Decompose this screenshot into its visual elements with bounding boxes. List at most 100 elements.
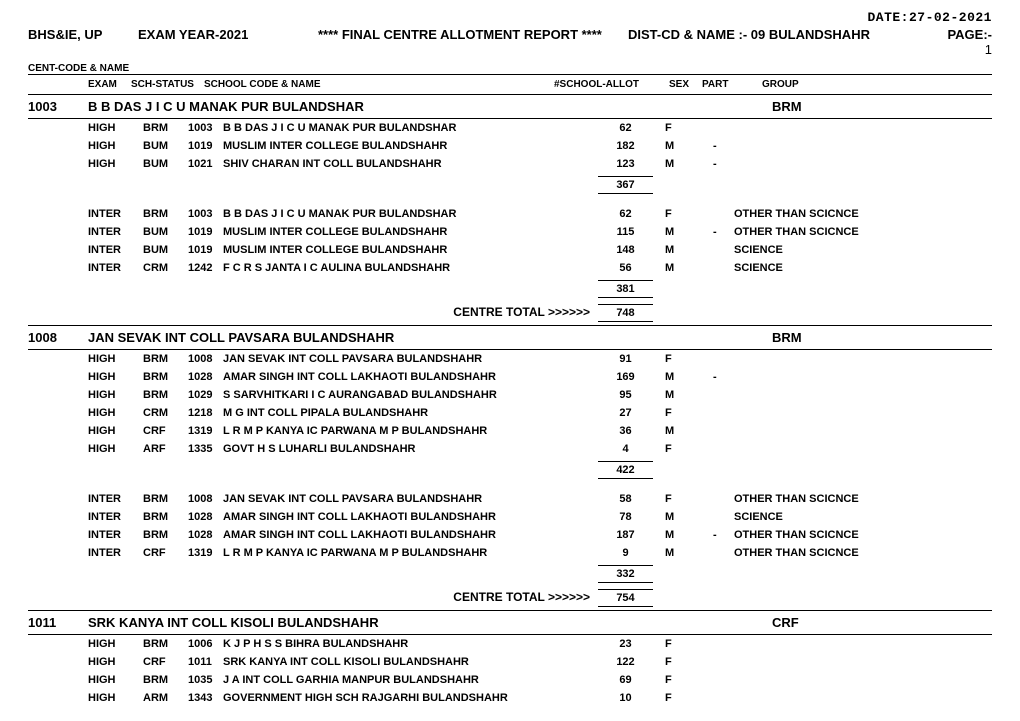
cell-allot: 115 — [598, 226, 653, 238]
centre-total: CENTRE TOTAL >>>>>>748 — [28, 301, 992, 325]
cell-status: CRF — [143, 547, 188, 559]
cell-allot: 9 — [598, 547, 653, 559]
cell-allot: 69 — [598, 674, 653, 686]
cell-exam: INTER — [88, 208, 143, 220]
cell-exam: HIGH — [88, 353, 143, 365]
cell-exam: HIGH — [88, 425, 143, 437]
section-subtotal: 332 — [28, 562, 992, 586]
allotment-row: INTERCRF1319L R M P KANYA IC PARWANA M P… — [28, 544, 992, 562]
cell-status: BUM — [143, 158, 188, 170]
cell-part: - — [713, 140, 728, 152]
allotment-row: HIGHBRM1003B B DAS J I C U MANAK PUR BUL… — [28, 119, 992, 137]
cell-group: OTHER THAN SCICNCE — [728, 226, 859, 238]
col-status: SCH-STATUS — [131, 79, 204, 90]
cell-exam: INTER — [88, 244, 143, 256]
col-allot: #SCHOOL-ALLOT — [554, 79, 669, 90]
cell-sex: F — [653, 638, 713, 650]
cell-school-code: 1028 — [188, 511, 223, 523]
cell-school-name: SRK KANYA INT COLL KISOLI BULANDSHAHR — [223, 656, 598, 668]
allotment-row: HIGHBRM1006K J P H S S BIHRA BULANDSHAHR… — [28, 635, 992, 653]
cell-group: OTHER THAN SCICNCE — [728, 529, 859, 541]
cell-school-name: AMAR SINGH INT COLL LAKHAOTI BULANDSHAHR — [223, 371, 598, 383]
cell-status: CRF — [143, 656, 188, 668]
cell-school-name: AMAR SINGH INT COLL LAKHAOTI BULANDSHAHR — [223, 511, 598, 523]
cell-sex: M — [653, 547, 713, 559]
page-label: PAGE:- — [947, 27, 992, 42]
cell-allot: 122 — [598, 656, 653, 668]
cell-status: ARF — [143, 443, 188, 455]
report-header: BHS&IE, UP EXAM YEAR-2021 **** FINAL CEN… — [28, 27, 992, 57]
cell-exam: HIGH — [88, 371, 143, 383]
centre-total: CENTRE TOTAL >>>>>>754 — [28, 586, 992, 610]
allotment-row: HIGHBRM1035J A INT COLL GARHIA MANPUR BU… — [28, 671, 992, 689]
subtotal-value: 381 — [598, 280, 653, 298]
cell-group: SCIENCE — [728, 262, 783, 274]
cell-status: BRM — [143, 493, 188, 505]
cell-group: SCIENCE — [728, 244, 783, 256]
cell-exam: HIGH — [88, 140, 143, 152]
allotment-row: HIGHBRM1028AMAR SINGH INT COLL LAKHAOTI … — [28, 368, 992, 386]
cell-school-name: JAN SEVAK INT COLL PAVSARA BULANDSHAHR — [223, 493, 598, 505]
cell-group: OTHER THAN SCICNCE — [728, 547, 859, 559]
centre-header: 1011SRK KANYA INT COLL KISOLI BULANDSHAH… — [28, 610, 992, 635]
cell-school-code: 1003 — [188, 122, 223, 134]
cell-school-code: 1019 — [188, 140, 223, 152]
cell-school-name: AMAR SINGH INT COLL LAKHAOTI BULANDSHAHR — [223, 529, 598, 541]
centre-total-value: 754 — [598, 589, 653, 607]
centre-name: SRK KANYA INT COLL KISOLI BULANDSHAHR — [88, 615, 772, 630]
allotment-row: HIGHBUM1019MUSLIM INTER COLLEGE BULANDSH… — [28, 137, 992, 155]
cell-status: ARM — [143, 692, 188, 704]
allotment-row: INTERBUM1019MUSLIM INTER COLLEGE BULANDS… — [28, 223, 992, 241]
district: DIST-CD & NAME :- 09 BULANDSHAHR — [628, 27, 928, 42]
cell-school-name: JAN SEVAK INT COLL PAVSARA BULANDSHAHR — [223, 353, 598, 365]
cell-school-code: 1218 — [188, 407, 223, 419]
cell-sex: F — [653, 656, 713, 668]
cell-sex: M — [653, 529, 713, 541]
page-indicator: PAGE:- 1 — [928, 27, 992, 57]
cell-exam: INTER — [88, 262, 143, 274]
cell-status: CRM — [143, 262, 188, 274]
cell-school-code: 1003 — [188, 208, 223, 220]
allotment-row: INTERBUM1019MUSLIM INTER COLLEGE BULANDS… — [28, 241, 992, 259]
cell-exam: HIGH — [88, 638, 143, 650]
cell-allot: 36 — [598, 425, 653, 437]
subtotal-value: 367 — [598, 176, 653, 194]
cell-school-name: L R M P KANYA IC PARWANA M P BULANDSHAHR — [223, 547, 598, 559]
cell-exam: INTER — [88, 547, 143, 559]
cell-sex: F — [653, 353, 713, 365]
section-subtotal: 367 — [28, 173, 992, 197]
org-name: BHS&IE, UP — [28, 27, 138, 42]
cell-school-name: L R M P KANYA IC PARWANA M P BULANDSHAHR — [223, 425, 598, 437]
district-label: DIST-CD & NAME :- — [628, 27, 747, 42]
cell-school-code: 1242 — [188, 262, 223, 274]
cell-school-code: 1006 — [188, 638, 223, 650]
cell-status: BUM — [143, 140, 188, 152]
cell-exam: HIGH — [88, 656, 143, 668]
cell-status: BRM — [143, 353, 188, 365]
cell-exam: HIGH — [88, 158, 143, 170]
centre-code: 1008 — [28, 330, 88, 345]
allotment-row: HIGHBRM1029S SARVHITKARI I C AURANGABAD … — [28, 386, 992, 404]
centre-block: 1008 JAN SEVAK INT COLL PAVSARA BULANDSHA… — [28, 325, 992, 610]
report-title: **** FINAL CENTRE ALLOTMENT REPORT **** — [318, 27, 628, 42]
col-school: SCHOOL CODE & NAME — [204, 79, 554, 90]
cell-status: BRM — [143, 529, 188, 541]
cell-group: SCIENCE — [728, 511, 783, 523]
centre-block: 1011SRK KANYA INT COLL KISOLI BULANDSHAH… — [28, 610, 992, 707]
centre-group: BRM — [772, 330, 992, 345]
cell-school-name: J A INT COLL GARHIA MANPUR BULANDSHAHR — [223, 674, 598, 686]
cell-allot: 23 — [598, 638, 653, 650]
subtotal-value: 422 — [598, 461, 653, 479]
cell-allot: 4 — [598, 443, 653, 455]
cell-status: BRM — [143, 371, 188, 383]
cell-school-code: 1028 — [188, 529, 223, 541]
cell-status: BRM — [143, 208, 188, 220]
cell-exam: INTER — [88, 511, 143, 523]
cell-school-name: GOVT H S LUHARLI BULANDSHAHR — [223, 443, 598, 455]
col-exam: EXAM — [88, 79, 131, 90]
cell-status: BRM — [143, 638, 188, 650]
report-date: DATE:27-02-2021 — [28, 10, 992, 25]
column-headers: EXAM SCH-STATUS SCHOOL CODE & NAME #SCHO… — [28, 75, 992, 94]
cell-status: BRM — [143, 389, 188, 401]
cell-exam: HIGH — [88, 674, 143, 686]
